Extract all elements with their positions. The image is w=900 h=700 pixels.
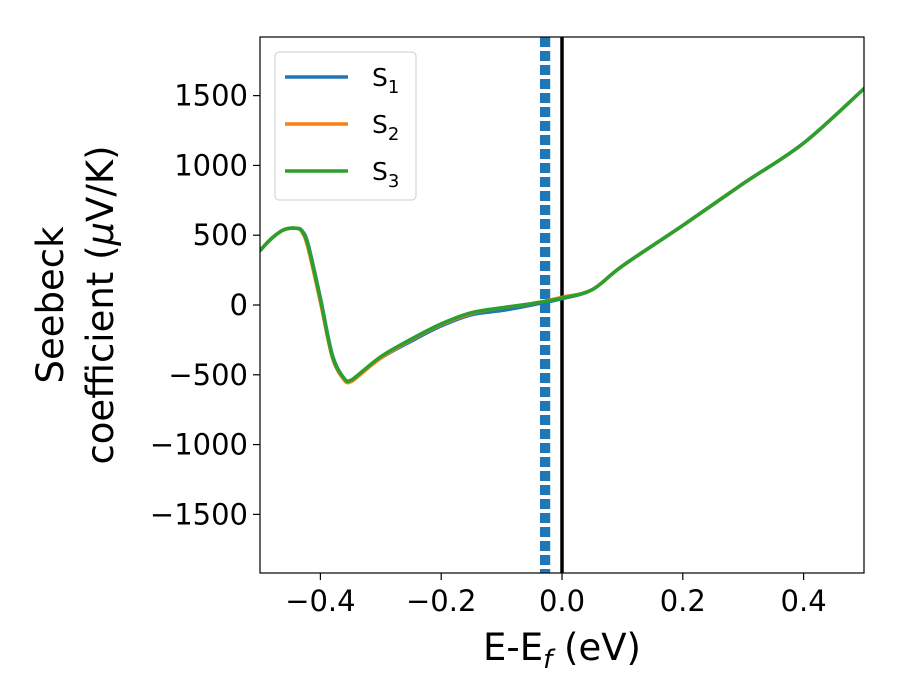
x-tick-label: −0.2 xyxy=(406,584,476,618)
series-line-s3 xyxy=(260,86,864,384)
legend-label-s1: S1 xyxy=(372,63,399,98)
legend-label-s3: S3 xyxy=(372,157,399,192)
x-tick-label: 0.2 xyxy=(660,584,706,618)
legend-label-s2: S2 xyxy=(372,110,399,145)
x-axis-label-main: E-E xyxy=(483,626,543,669)
vertical-reference-lines xyxy=(539,37,564,573)
y-tick-label: 500 xyxy=(193,218,248,252)
legend-box xyxy=(274,51,417,201)
x-tick-label: 0.4 xyxy=(781,584,827,618)
y-axis-label-unit: V/K) xyxy=(79,145,122,221)
y-axis-label-mu: μ xyxy=(79,222,122,247)
y-tick-label: −1000 xyxy=(150,428,248,462)
y-axis-ticks: −1500 −1000 −500 0 500 1000 1500 xyxy=(150,79,260,531)
y-tick-label: −1500 xyxy=(150,497,248,531)
y-tick-label: 1000 xyxy=(174,148,248,182)
x-tick-label: 0.0 xyxy=(539,584,585,618)
legend: S1 S2 S3 xyxy=(274,51,417,201)
y-axis-label-text: coefficient ( xyxy=(79,245,122,464)
y-axis-label-line1: Seebeck xyxy=(29,226,72,384)
y-tick-label: 1500 xyxy=(174,79,248,113)
x-axis-label-tail: (eV) xyxy=(552,626,641,669)
y-axis-label-line2: coefficient (μV/K) xyxy=(79,145,122,464)
series-layer xyxy=(260,86,864,385)
y-axis-label: Seebeck coefficient (μV/K) xyxy=(29,145,122,464)
x-axis-ticks: −0.4 −0.2 0.0 0.2 0.4 xyxy=(285,573,827,618)
y-tick-label: 0 xyxy=(230,288,248,322)
x-axis-label: E-Ef (eV) xyxy=(483,626,641,675)
y-tick-label: −500 xyxy=(168,358,248,392)
x-tick-label: −0.4 xyxy=(285,584,355,618)
